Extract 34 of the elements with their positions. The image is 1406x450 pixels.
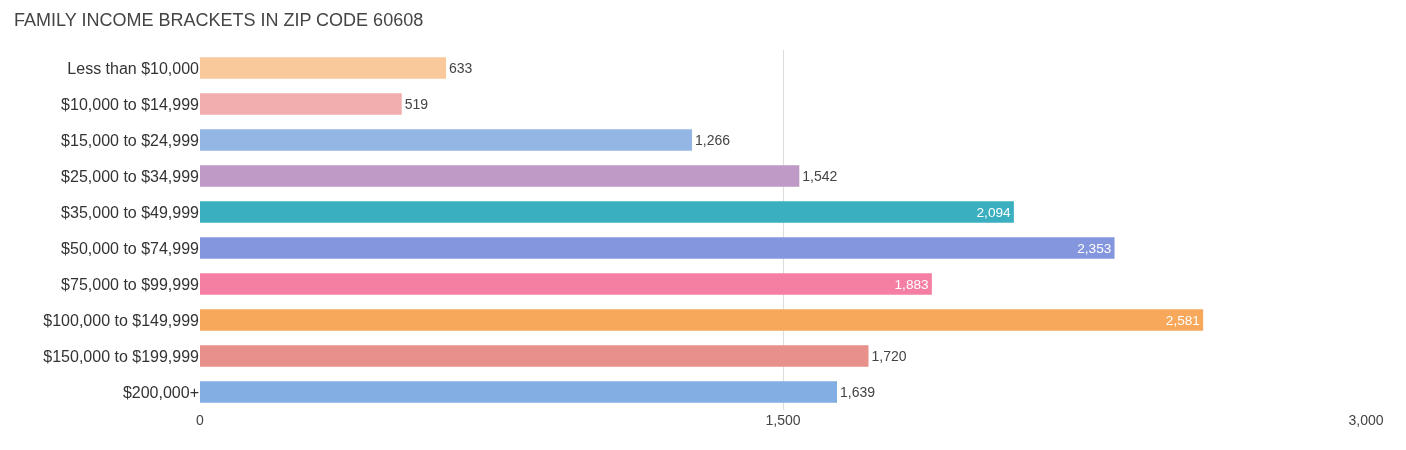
bar [200, 273, 932, 295]
data-label: 2,094 [976, 204, 1012, 220]
y-tick-label: $200,000+ [122, 383, 199, 401]
y-tick-label: $75,000 to $99,999 [61, 275, 200, 293]
bar [200, 129, 693, 151]
y-tick-label: $25,000 to $34,999 [61, 167, 200, 185]
data-label: 1,720 [871, 348, 907, 364]
bar [200, 237, 1115, 259]
y-tick-label: $50,000 to $74,999 [61, 239, 200, 257]
y-tick-label: $15,000 to $24,999 [61, 131, 200, 149]
data-label: 1,266 [695, 132, 731, 148]
y-tick-label: $35,000 to $49,999 [61, 203, 200, 221]
bar [200, 309, 1204, 331]
data-label: 1,542 [802, 168, 838, 184]
bar [200, 345, 869, 367]
y-tick-label: $150,000 to $199,999 [43, 347, 200, 365]
data-label: 1,639 [840, 384, 876, 400]
y-tick-label: $100,000 to $149,999 [43, 311, 200, 329]
data-label: 2,581 [1165, 312, 1200, 328]
bar [200, 381, 838, 403]
bar [200, 93, 402, 115]
data-label: 633 [449, 60, 473, 76]
x-tick-label: 3,000 [1348, 412, 1384, 428]
data-label: 519 [404, 96, 429, 112]
data-label: 2,353 [1077, 240, 1112, 256]
bar [200, 57, 447, 79]
bar [200, 165, 800, 187]
y-tick-label: $10,000 to $14,999 [61, 95, 200, 113]
x-tick-label: 0 [196, 412, 205, 428]
data-label: 1,883 [894, 276, 929, 292]
y-tick-label: Less than $10,000 [67, 59, 200, 77]
bar [200, 201, 1014, 223]
x-tick-label: 1,500 [765, 412, 801, 428]
chart-title: FAMILY INCOME BRACKETS IN ZIP CODE 60608 [14, 10, 424, 31]
